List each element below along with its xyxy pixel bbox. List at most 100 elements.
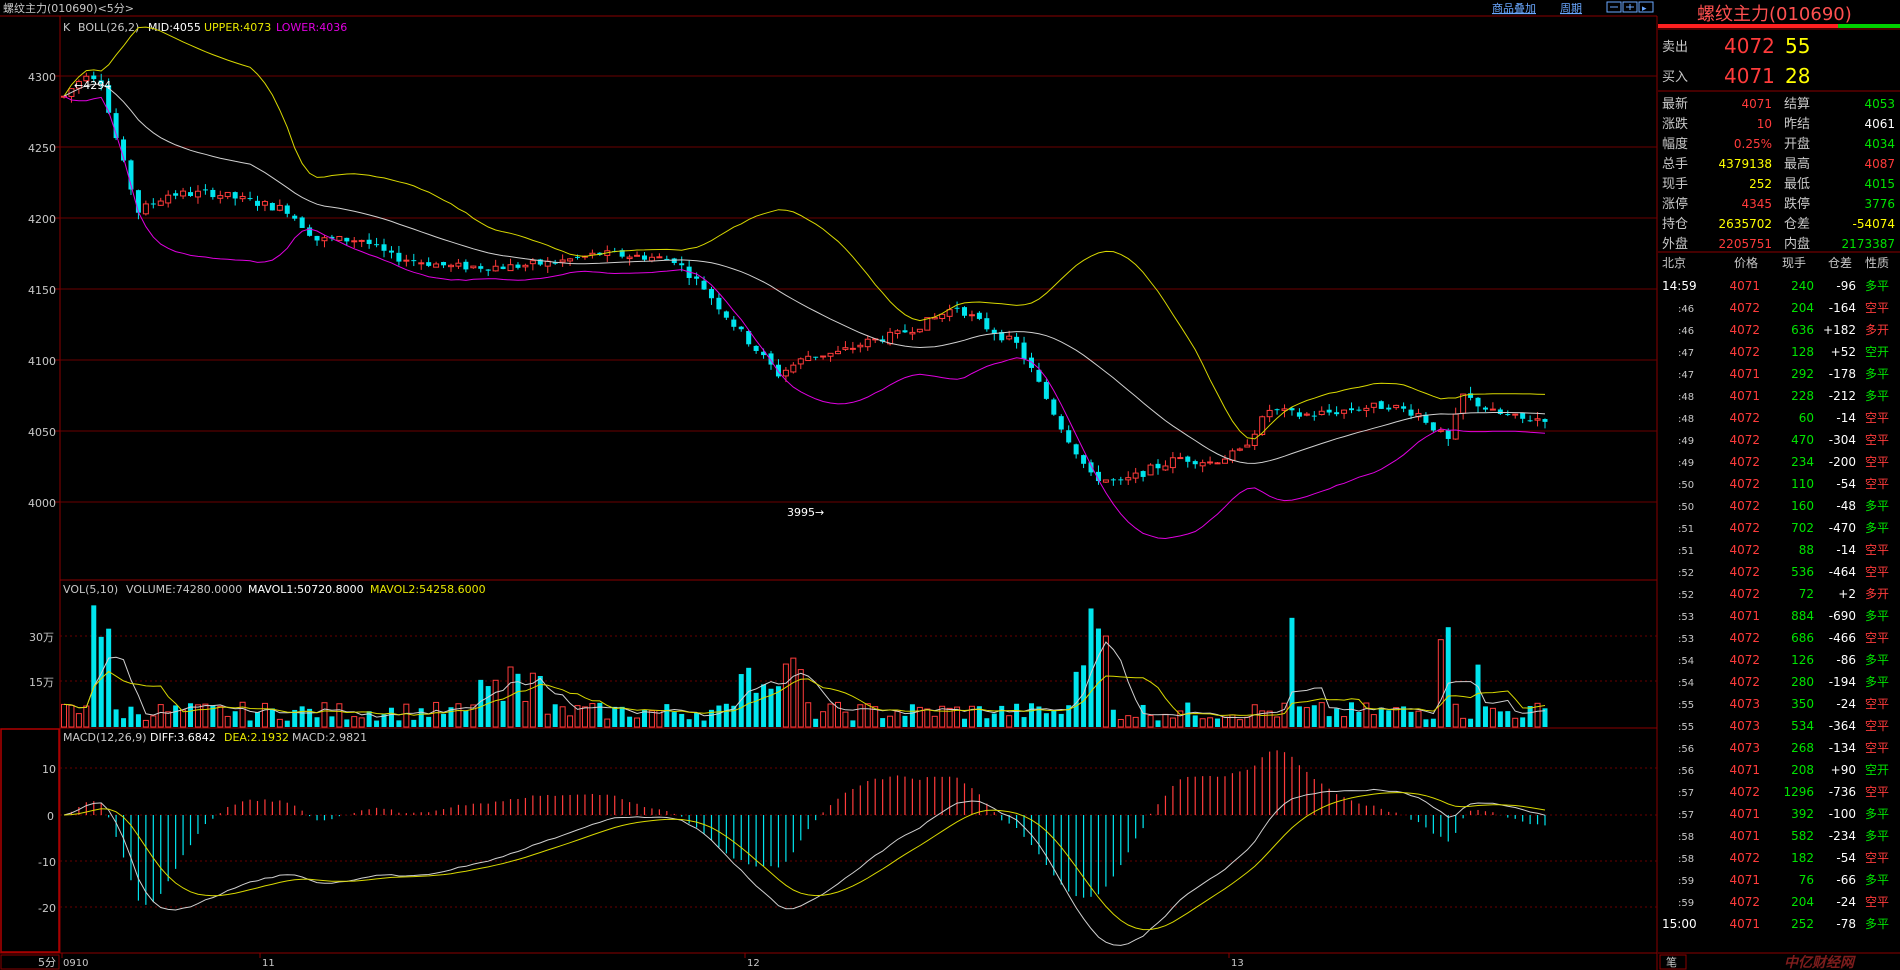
quote-title-bar-green bbox=[1838, 24, 1900, 28]
volume-bar bbox=[797, 669, 804, 728]
tick-time: :54 bbox=[1678, 678, 1694, 689]
tick-list[interactable]: 14:59 4071 240 -96 多平:46 4072 204 -164 空平:46 4072… bbox=[1662, 279, 1889, 931]
stat-row: 外盘 2205751 内盘 2173387 bbox=[1662, 236, 1895, 252]
volume-bar bbox=[627, 716, 633, 727]
tick-nature: 空开 bbox=[1865, 345, 1889, 359]
volume-bar bbox=[1066, 705, 1072, 727]
y-tick-4250: 4250 bbox=[28, 142, 56, 155]
tick-row[interactable]: :49 4072 234 -200 空平 bbox=[1678, 455, 1889, 469]
volume-bar bbox=[686, 719, 692, 727]
zoom-in-button[interactable] bbox=[1622, 1, 1638, 13]
boll-upper-line bbox=[63, 26, 1546, 440]
tick-row[interactable]: :51 4072 702 -470 多平 bbox=[1678, 521, 1889, 535]
tick-row[interactable]: :50 4072 160 -48 多平 bbox=[1678, 499, 1889, 513]
tick-nature: 多平 bbox=[1865, 389, 1889, 403]
tick-row[interactable]: :47 4072 128 +52 空开 bbox=[1678, 345, 1889, 359]
period-button[interactable]: 周期 bbox=[1560, 2, 1582, 15]
volume-bar bbox=[597, 702, 603, 727]
tick-row[interactable]: :52 4072 536 -464 空平 bbox=[1678, 565, 1889, 579]
volume-bar bbox=[813, 718, 819, 727]
tick-row[interactable]: :57 4072 1296 -736 空平 bbox=[1678, 785, 1889, 799]
tick-row[interactable]: :53 4071 884 -690 多平 bbox=[1678, 609, 1889, 623]
tick-oi-change: -134 bbox=[1829, 741, 1856, 755]
y-tick-4150: 4150 bbox=[28, 284, 56, 297]
volume-bar bbox=[946, 707, 953, 728]
tick-row[interactable]: :58 4071 582 -234 多平 bbox=[1678, 829, 1889, 843]
macd-dea: DEA:2.1932 bbox=[224, 731, 289, 744]
tick-volume: 884 bbox=[1791, 609, 1814, 623]
candle bbox=[485, 269, 491, 276]
tick-row[interactable]: :50 4072 110 -54 空平 bbox=[1678, 477, 1889, 491]
macd-grid bbox=[60, 767, 1657, 908]
tick-price: 4071 bbox=[1729, 763, 1760, 777]
tick-row[interactable]: 15:00 4071 252 -78 多平 bbox=[1662, 917, 1889, 931]
volume-bar bbox=[470, 704, 477, 728]
tick-tab[interactable]: 笔 bbox=[1659, 954, 1687, 970]
kline-y-axis: 4300 4250 4200 4150 4100 4050 4000 bbox=[28, 71, 56, 510]
tick-row[interactable]: :59 4071 76 -66 多平 bbox=[1678, 873, 1889, 887]
candle bbox=[1482, 406, 1488, 412]
boll-lines bbox=[63, 26, 1546, 540]
candle bbox=[91, 71, 97, 83]
tick-oi-change: -24 bbox=[1836, 895, 1856, 909]
volume-bar bbox=[916, 706, 923, 728]
tick-row[interactable]: :51 4072 88 -14 空平 bbox=[1678, 543, 1889, 557]
tick-row[interactable]: :55 4073 534 -364 空平 bbox=[1678, 719, 1889, 733]
tick-volume: 228 bbox=[1791, 389, 1814, 403]
y-tick-4300: 4300 bbox=[28, 71, 56, 84]
tick-row[interactable]: :52 4072 72 +2 多开 bbox=[1678, 587, 1889, 601]
period-label[interactable]: 5分 bbox=[38, 956, 56, 969]
tick-row[interactable]: :59 4072 204 -24 空平 bbox=[1678, 895, 1889, 909]
tick-row[interactable]: :54 4072 126 -86 多平 bbox=[1678, 653, 1889, 667]
tick-volume: 76 bbox=[1799, 873, 1814, 887]
tick-row[interactable]: :56 4071 208 +90 空开 bbox=[1678, 763, 1889, 777]
tick-row[interactable]: :53 4072 686 -466 空平 bbox=[1678, 631, 1889, 645]
stat-label-left: 幅度 bbox=[1662, 136, 1688, 152]
tick-volume: 582 bbox=[1791, 829, 1814, 843]
volume-bar bbox=[1177, 710, 1184, 728]
tick-row[interactable]: 14:59 4071 240 -96 多平 bbox=[1662, 279, 1889, 293]
tick-price: 4072 bbox=[1729, 543, 1760, 557]
tick-oi-change: -96 bbox=[1836, 279, 1856, 293]
tick-volume: 128 bbox=[1791, 345, 1814, 359]
tick-row[interactable]: :55 4073 350 -24 空平 bbox=[1678, 697, 1889, 711]
candle bbox=[1207, 456, 1214, 465]
tick-nature: 空平 bbox=[1865, 719, 1889, 733]
volume-bar bbox=[1468, 718, 1474, 727]
tick-nature: 多平 bbox=[1865, 279, 1889, 293]
candle bbox=[849, 341, 856, 354]
stat-label-left: 持仓 bbox=[1662, 217, 1688, 232]
candle bbox=[1110, 477, 1116, 486]
candle bbox=[388, 246, 394, 259]
tick-row[interactable]: :58 4072 182 -54 空平 bbox=[1678, 851, 1889, 865]
candle bbox=[1236, 447, 1243, 452]
tick-row[interactable]: :48 4072 60 -14 空平 bbox=[1678, 411, 1889, 425]
tick-row[interactable]: :48 4071 228 -212 多平 bbox=[1678, 389, 1889, 403]
panel-toggle-button[interactable]: ▸ bbox=[1638, 1, 1654, 14]
zoom-out-button[interactable] bbox=[1606, 1, 1622, 13]
candle bbox=[299, 216, 305, 228]
volume-bar bbox=[455, 703, 462, 728]
candle bbox=[210, 187, 216, 200]
tick-row[interactable]: :49 4072 470 -304 空平 bbox=[1678, 433, 1889, 447]
volume-bar bbox=[351, 716, 358, 728]
volume-bar bbox=[1475, 664, 1481, 727]
tick-row[interactable]: :54 4072 280 -194 多平 bbox=[1678, 675, 1889, 689]
tick-row[interactable]: :57 4071 392 -100 多平 bbox=[1678, 807, 1889, 821]
tick-row[interactable]: :56 4073 268 -134 空平 bbox=[1678, 741, 1889, 755]
tick-oi-change: -86 bbox=[1836, 653, 1856, 667]
tick-row[interactable]: :47 4071 292 -178 多平 bbox=[1678, 367, 1889, 381]
tick-row[interactable]: :46 4072 636 +182 多开 bbox=[1678, 323, 1889, 337]
svg-text:▸: ▸ bbox=[1642, 4, 1647, 14]
kline-legend: K BOLL(26,2) MID:4055 UPPER:4073 LOWER:4… bbox=[63, 21, 347, 34]
tick-oi-change: +52 bbox=[1831, 345, 1856, 359]
tick-time: :47 bbox=[1678, 348, 1694, 359]
tick-tab-label[interactable]: 笔 bbox=[1666, 955, 1677, 969]
volume-bar bbox=[1192, 715, 1198, 727]
overlay-button[interactable]: 商品叠加 bbox=[1492, 1, 1536, 15]
tick-row[interactable]: :46 4072 204 -164 空平 bbox=[1678, 301, 1889, 315]
candle bbox=[522, 263, 529, 272]
volume-bar bbox=[931, 715, 938, 728]
volume-bar bbox=[984, 718, 990, 727]
